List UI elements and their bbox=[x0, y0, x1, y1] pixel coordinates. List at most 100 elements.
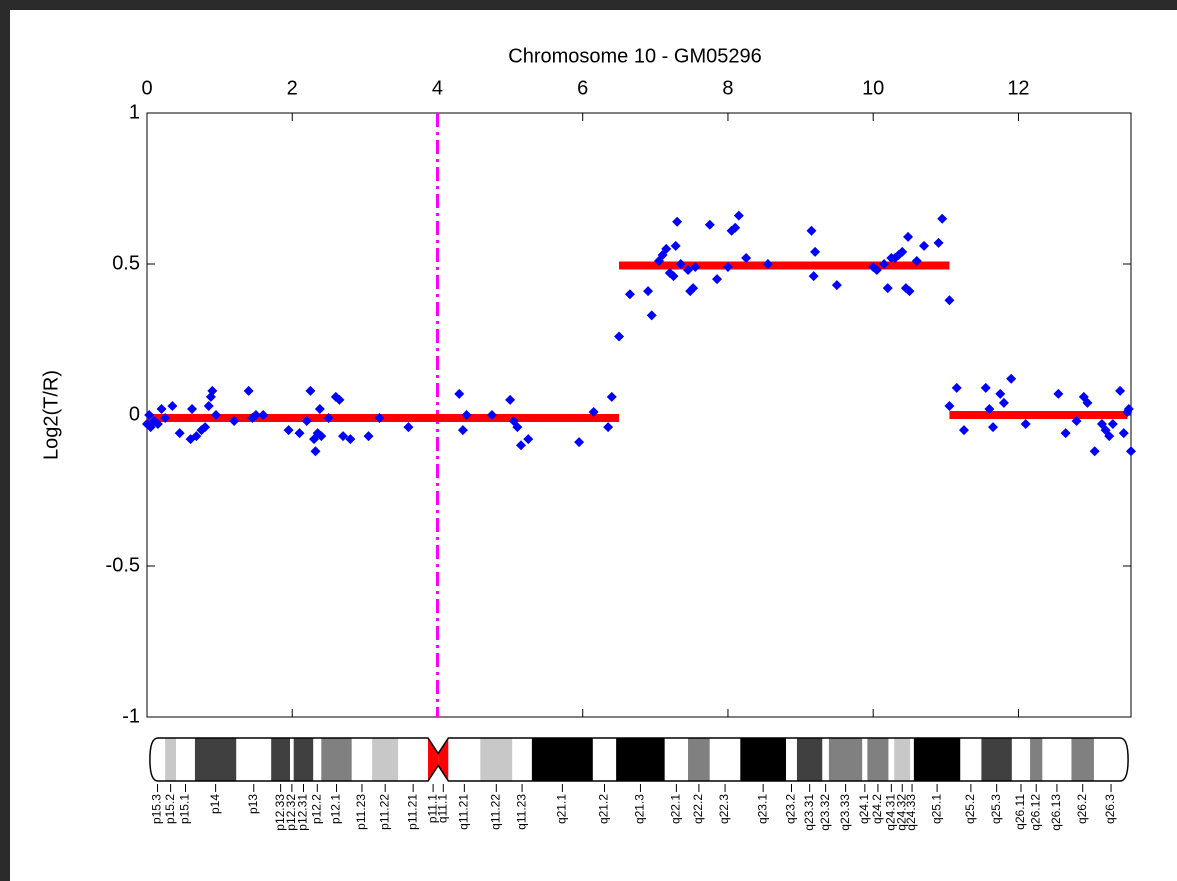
band-label: q24.1 bbox=[857, 794, 871, 824]
data-point bbox=[672, 216, 683, 227]
x-tick-label: 0 bbox=[141, 77, 152, 99]
band-label: q22.3 bbox=[717, 794, 731, 824]
data-point bbox=[160, 413, 171, 424]
data-point bbox=[944, 295, 955, 306]
ideogram-band bbox=[512, 738, 532, 781]
data-point bbox=[457, 425, 468, 436]
band-label: p12.2 bbox=[309, 794, 323, 824]
data-point bbox=[345, 434, 356, 445]
band-label: p11.21 bbox=[405, 794, 419, 830]
band-label: p12.33 bbox=[273, 794, 287, 831]
band-label: p11.23 bbox=[354, 794, 368, 830]
data-point bbox=[831, 280, 842, 291]
data-point bbox=[523, 434, 534, 445]
band-label: q26.11 bbox=[1013, 794, 1027, 830]
ideogram-band bbox=[592, 738, 617, 781]
x-tick-label: 12 bbox=[1007, 77, 1029, 99]
data-point bbox=[897, 246, 908, 257]
ideogram-band bbox=[372, 738, 399, 781]
data-point bbox=[919, 240, 930, 251]
ideogram-band bbox=[1093, 738, 1129, 781]
data-point bbox=[167, 400, 178, 411]
band-label: p11.1 bbox=[425, 794, 439, 823]
band-label: p12.31 bbox=[296, 794, 310, 831]
data-point bbox=[486, 410, 497, 420]
x-tick-label: 6 bbox=[577, 77, 588, 99]
data-point bbox=[603, 422, 614, 433]
data-point bbox=[174, 428, 185, 439]
x-tick-label: 2 bbox=[287, 77, 298, 99]
data-point bbox=[191, 431, 202, 442]
data-point bbox=[614, 331, 625, 342]
band-label: q23.33 bbox=[838, 794, 852, 831]
data-point bbox=[588, 406, 599, 417]
ideogram-band bbox=[894, 738, 911, 781]
data-point bbox=[1118, 428, 1129, 439]
data-point bbox=[937, 213, 948, 224]
band-label: q25.1 bbox=[929, 794, 943, 824]
data-point bbox=[574, 437, 585, 448]
ideogram-band bbox=[271, 738, 291, 781]
data-point bbox=[879, 259, 890, 269]
ideogram-band bbox=[438, 738, 449, 781]
data-point bbox=[152, 419, 163, 430]
x-tick-label: 8 bbox=[722, 77, 733, 99]
data-point bbox=[722, 262, 733, 273]
data-point bbox=[944, 400, 955, 411]
y-axis-label: Log2(T/R) bbox=[40, 370, 62, 460]
data-point bbox=[200, 422, 211, 433]
ideogram-band bbox=[616, 738, 665, 781]
data-point bbox=[229, 416, 240, 427]
band-label: q11.21 bbox=[457, 794, 471, 830]
band-label: q26.13 bbox=[1049, 794, 1063, 831]
ideogram-band bbox=[428, 738, 439, 781]
data-point bbox=[670, 240, 681, 251]
data-point bbox=[606, 391, 617, 402]
data-point bbox=[762, 259, 773, 269]
ideogram-band bbox=[740, 738, 787, 781]
ideogram-band bbox=[828, 738, 863, 781]
chart-title: Chromosome 10 - GM05296 bbox=[508, 45, 761, 67]
data-point bbox=[283, 425, 294, 436]
data-point bbox=[730, 222, 741, 233]
data-point bbox=[690, 262, 701, 273]
band-label: q24.2 bbox=[870, 794, 884, 824]
data-point bbox=[1053, 388, 1064, 399]
ideogram-band bbox=[960, 738, 982, 781]
y-tick-label: 1 bbox=[129, 101, 140, 123]
band-label: q23.1 bbox=[755, 794, 769, 824]
data-point bbox=[683, 265, 694, 276]
data-point bbox=[733, 210, 744, 221]
ideogram-band bbox=[867, 738, 889, 781]
data-point bbox=[984, 403, 995, 414]
ideogram-band bbox=[448, 738, 481, 781]
data-point bbox=[323, 413, 334, 424]
data-point bbox=[338, 431, 349, 442]
data-point bbox=[998, 397, 1009, 408]
data-point bbox=[646, 310, 657, 321]
data-point bbox=[951, 382, 962, 393]
data-point bbox=[207, 385, 218, 396]
data-point bbox=[144, 410, 155, 420]
band-label: p12.1 bbox=[329, 794, 343, 824]
data-point bbox=[505, 394, 516, 405]
ideogram-band bbox=[313, 738, 322, 781]
ideogram-band bbox=[149, 738, 166, 781]
band-label: p11.22 bbox=[377, 794, 391, 830]
data-point bbox=[958, 425, 969, 436]
ideogram-band bbox=[290, 738, 294, 781]
data-point bbox=[871, 265, 882, 276]
data-point bbox=[512, 422, 523, 433]
band-label: p12.32 bbox=[284, 794, 298, 831]
data-point bbox=[1060, 428, 1071, 439]
data-point bbox=[461, 410, 472, 420]
data-point bbox=[314, 403, 325, 414]
data-point bbox=[310, 446, 321, 457]
band-label: q24.31 bbox=[884, 794, 898, 831]
band-label: p13 bbox=[246, 794, 260, 814]
ideogram-band bbox=[709, 738, 741, 781]
data-point bbox=[203, 400, 214, 411]
data-point bbox=[1071, 416, 1082, 427]
band-label: q11.23 bbox=[514, 794, 528, 830]
